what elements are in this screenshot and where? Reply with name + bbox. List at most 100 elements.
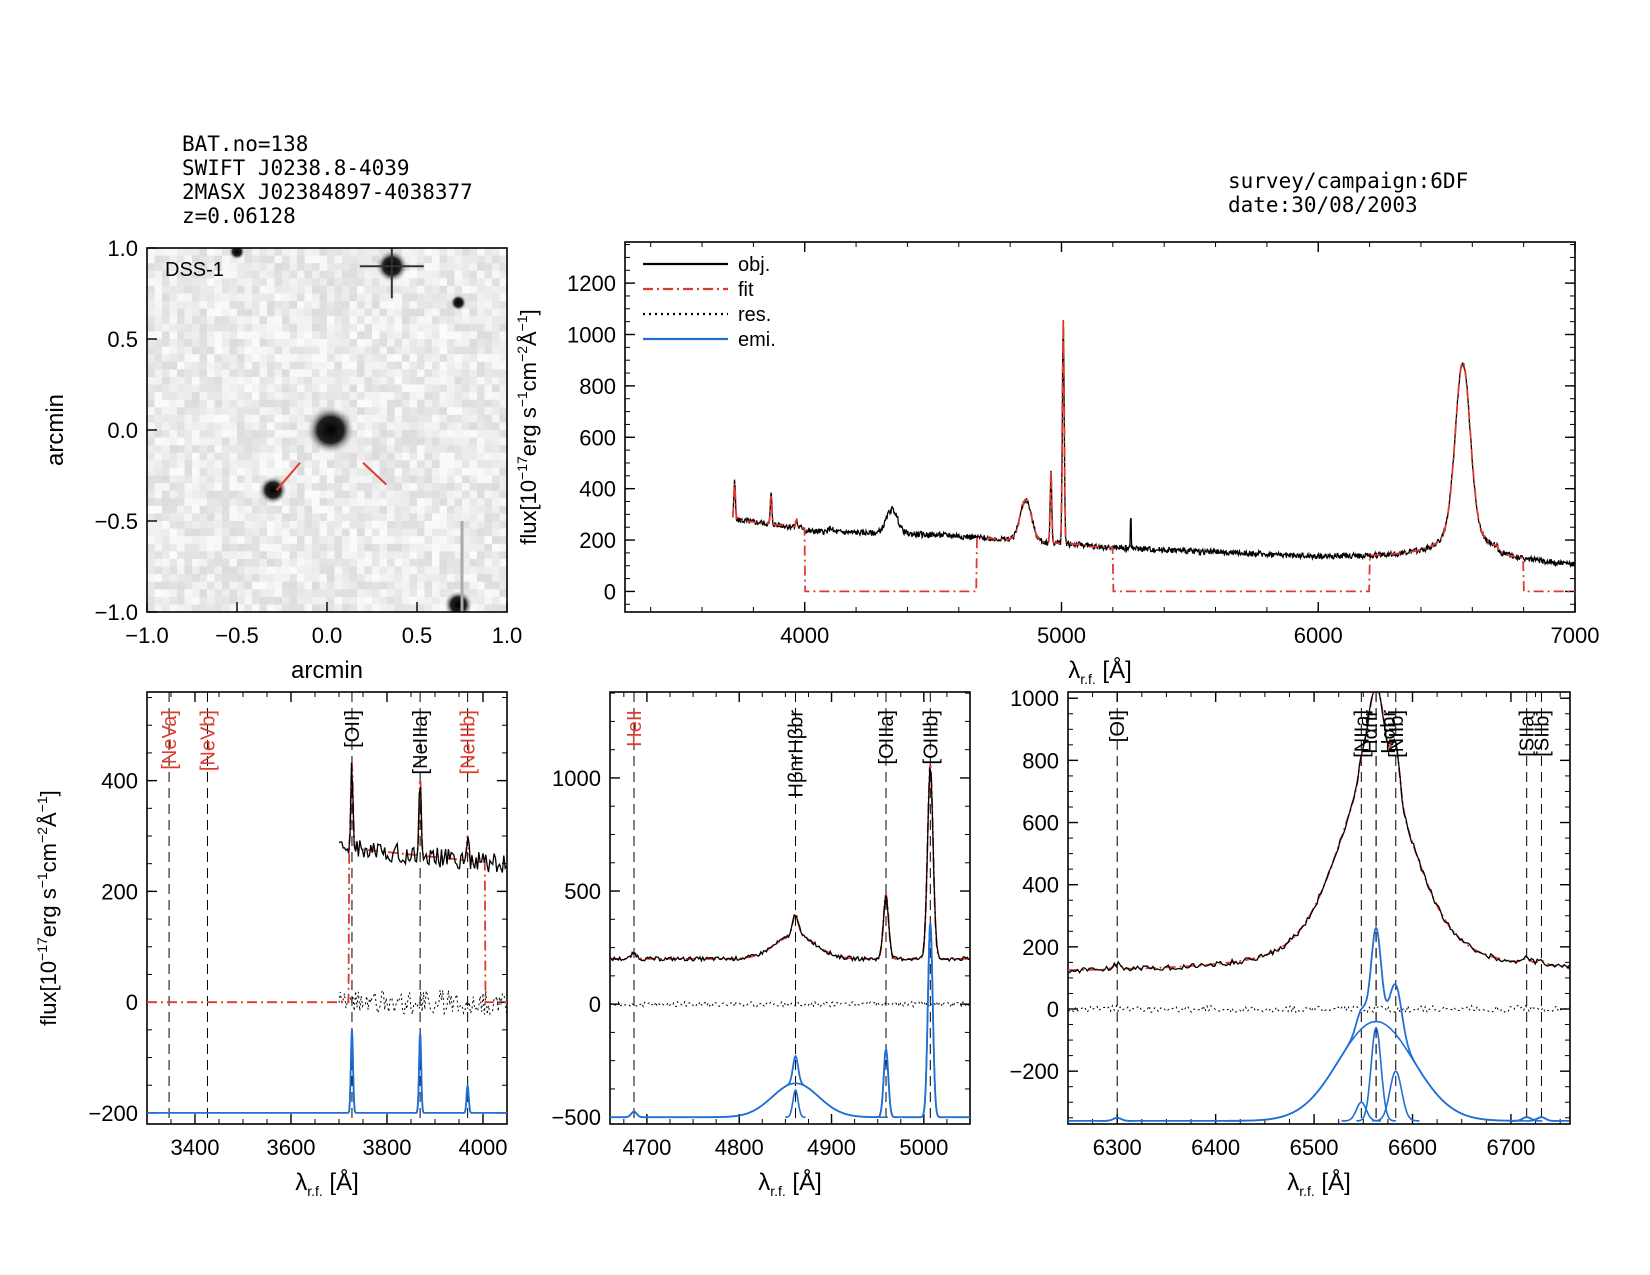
image-pixel [334,346,343,355]
image-pixel [492,376,501,386]
image-pixel [334,270,343,279]
image-pixel [297,316,306,325]
image-pixel [252,558,261,568]
image-pixel [424,558,433,568]
image-pixel [274,422,283,431]
image-pixel [184,285,193,295]
image-pixel [229,475,238,484]
image-pixel [267,331,276,340]
image-pixel [169,399,178,408]
image-pixel [402,467,411,477]
y-axis-label-part: −2 [34,827,50,843]
image-pixel [222,467,231,477]
image-pixel [477,543,486,552]
image-pixel [229,490,238,499]
image-pixel [379,467,388,477]
image-pixel [244,339,253,348]
image-pixel [409,384,418,393]
x-axis-label-part: [Å] [1315,1168,1351,1196]
image-pixel [439,596,448,606]
image-pixel [192,422,201,431]
x-tick-label: −1.0 [125,623,168,648]
image-pixel [214,551,223,560]
image-pixel [154,384,163,393]
image-pixel [169,589,178,598]
image-pixel [252,392,261,401]
image-pixel [169,596,178,606]
image-pixel [387,430,396,439]
image-pixel [379,528,388,537]
image-pixel [409,316,418,325]
image-pixel [229,558,238,568]
image-pixel [229,346,238,355]
image-pixel [252,528,261,537]
image-pixel [154,558,163,568]
image-pixel [222,483,231,492]
y-axis-label-part: Å [36,812,61,827]
image-pixel [304,392,313,401]
image-pixel [192,384,201,393]
image-pixel [424,331,433,340]
image-pixel [387,361,396,370]
image-pixel [327,452,336,461]
image-pixel [387,467,396,477]
image-pixel [379,414,388,424]
image-pixel [439,536,448,545]
image-pixel [319,528,328,537]
image-pixel [394,498,403,507]
halpha-region-chart-plot-area [1068,692,1570,1124]
image-pixel [177,392,186,401]
image-pixel [154,460,163,469]
image-pixel [259,536,268,545]
image-pixel [184,543,193,552]
image-pixel [184,460,193,469]
image-pixel [499,323,507,333]
image-pixel [334,505,343,515]
image-pixel [147,536,156,545]
image-pixel [214,399,223,408]
image-pixel [297,263,306,272]
image-pixel [192,558,201,568]
image-pixel [154,543,163,552]
image-pixel [252,490,261,499]
image-pixel [454,270,463,279]
image-pixel [184,278,193,287]
image-pixel [394,528,403,537]
image-pixel [154,316,163,325]
y-tick-label: −0.5 [95,509,138,534]
image-pixel [274,521,283,530]
image-pixel [394,285,403,295]
image-pixel [432,528,441,537]
image-pixel [372,513,381,522]
image-pixel [484,384,493,393]
image-pixel [259,263,268,272]
image-pixel [289,558,298,568]
image-pixel [349,278,358,287]
image-pixel [492,407,501,416]
image-pixel [409,589,418,598]
image-pixel [349,467,358,477]
image-pixel [304,445,313,454]
image-pixel [394,483,403,492]
image-pixel [387,581,396,590]
image-pixel [387,483,396,492]
image-pixel [222,589,231,598]
image-pixel [432,566,441,575]
image-pixel [244,475,253,484]
image-pixel [334,521,343,530]
image-pixel [364,513,373,522]
image-pixel [379,331,388,340]
image-pixel [267,407,276,416]
image-pixel [259,301,268,310]
image-pixel [327,301,336,310]
image-pixel [304,384,313,393]
image-pixel [394,278,403,287]
image-pixel [259,248,268,257]
line-id-label: [OII] [342,710,364,748]
image-pixel [364,270,373,279]
image-pixel [274,604,283,612]
image-pixel [244,293,253,302]
y-axis-label-part: Å [516,331,541,346]
y-tick-label: −1.0 [95,600,138,625]
image-pixel [484,445,493,454]
